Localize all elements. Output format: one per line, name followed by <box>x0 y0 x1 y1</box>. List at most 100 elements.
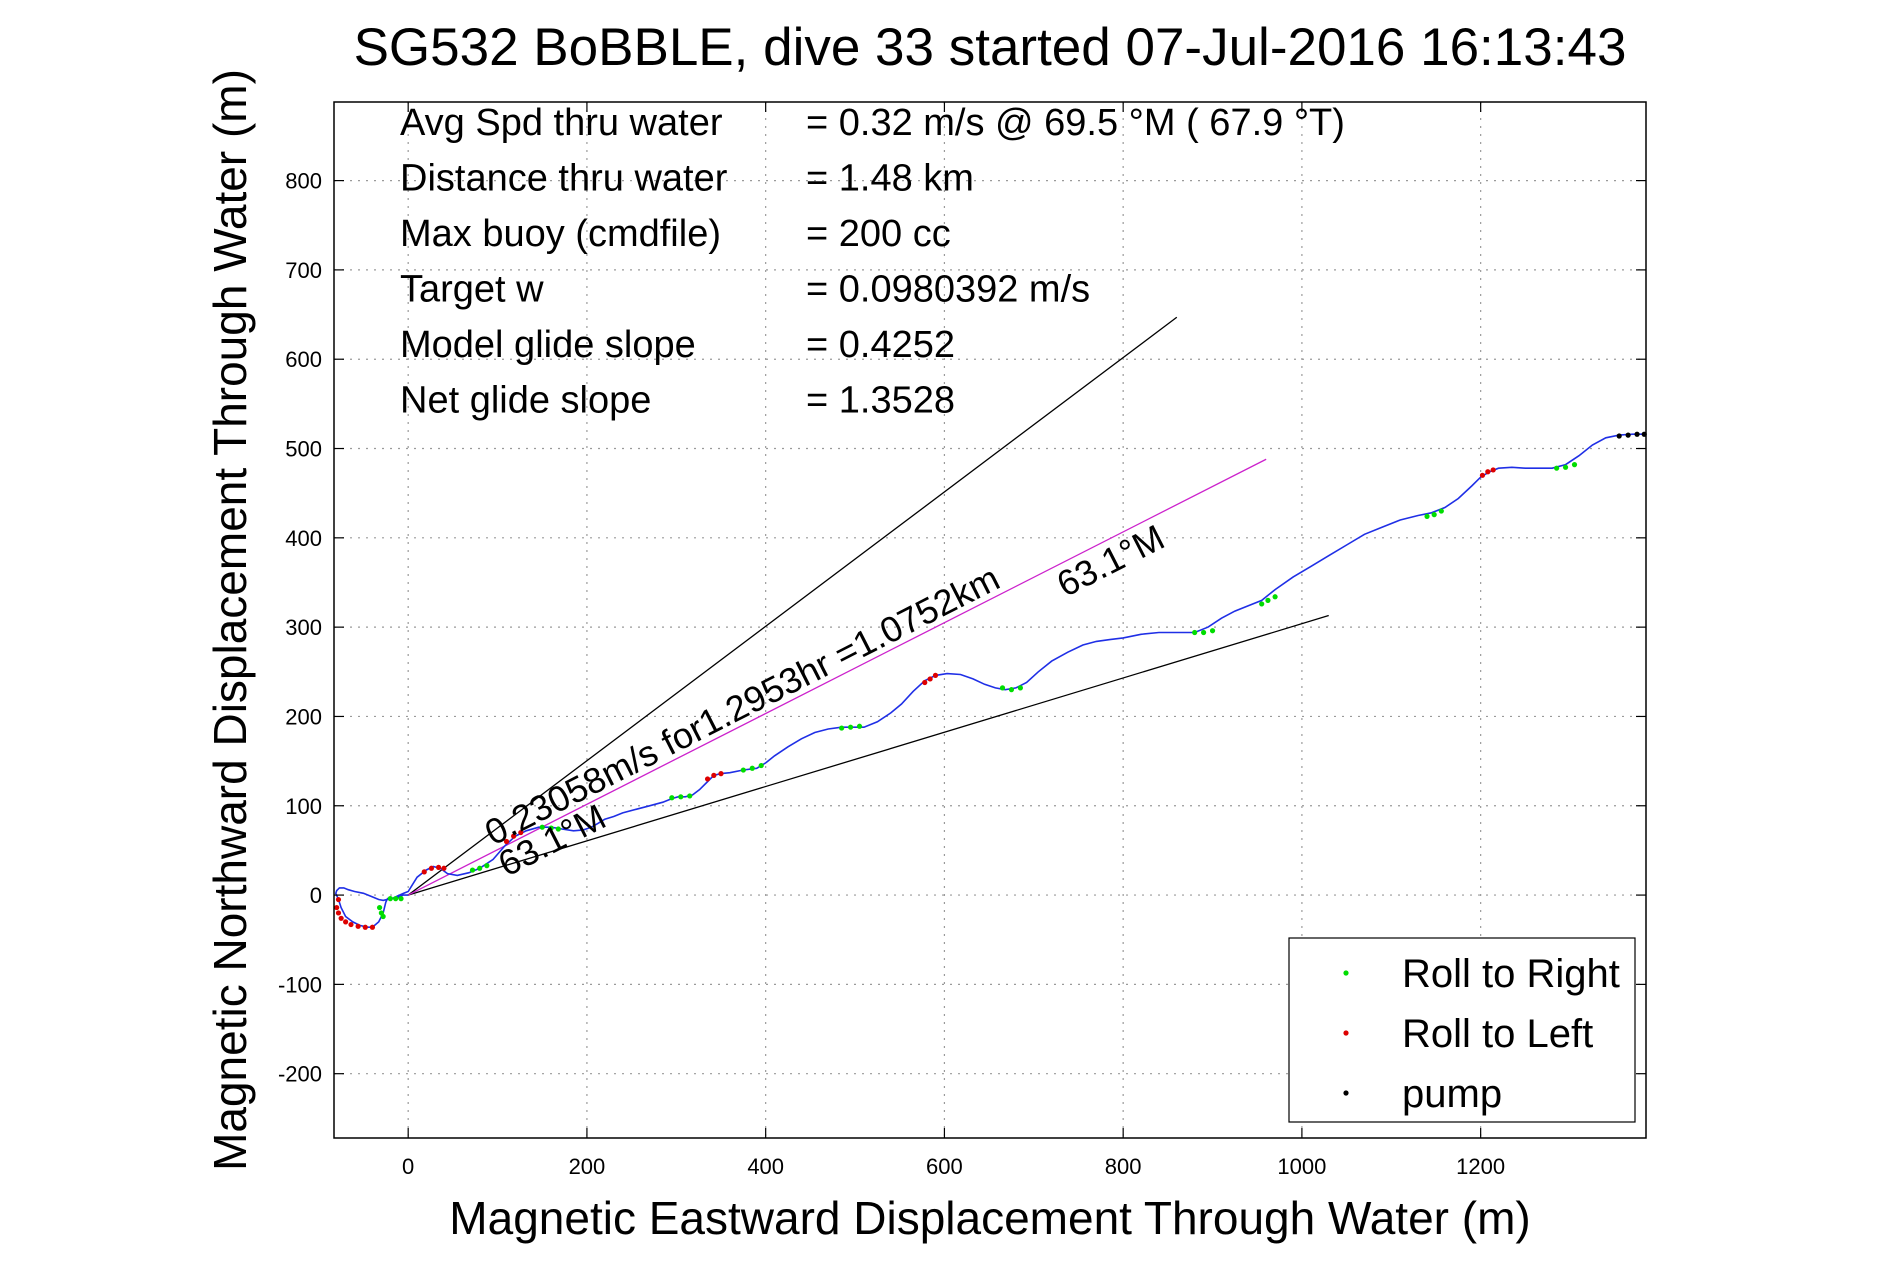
marker-point <box>927 676 933 682</box>
y-tick-label: 400 <box>285 526 322 551</box>
marker-point <box>555 826 561 832</box>
stat-label: Avg Spd thru water <box>400 102 723 144</box>
marker-point <box>669 795 675 801</box>
marker-point <box>1008 687 1015 693</box>
marker-point <box>518 829 524 836</box>
marker-point <box>441 865 447 871</box>
y-tick-label: 200 <box>285 704 322 729</box>
marker-point <box>376 904 383 911</box>
y-tick-label: 300 <box>285 615 322 640</box>
stat-value: = 0.0980392 m/s <box>806 269 1090 311</box>
y-axis-label: Magnetic Northward Displacement Through … <box>204 69 256 1171</box>
track-line <box>334 433 1646 929</box>
marker-point <box>539 824 545 830</box>
marker-point <box>355 923 361 929</box>
legend: Roll to Right Roll to Left pump <box>1288 937 1636 1123</box>
marker-point <box>1634 431 1640 437</box>
marker-point <box>421 869 427 875</box>
marker-point <box>1438 508 1444 514</box>
marker-point <box>1485 469 1491 475</box>
legend-label: pump <box>1402 1072 1502 1116</box>
stat-value: = 200 cc <box>806 213 951 255</box>
marker-point <box>335 910 342 916</box>
stats-block: Avg Spd thru water = 0.32 m/s @ 69.5 °M (… <box>400 102 1345 422</box>
marker-point <box>1431 512 1437 518</box>
marker-point <box>1625 432 1631 438</box>
legend-label: Roll to Left <box>1402 1012 1593 1056</box>
marker-point <box>503 838 510 845</box>
x-tick-label: 600 <box>926 1154 963 1179</box>
marker-point <box>711 772 717 779</box>
stat-label: Max buoy (cmdfile) <box>400 213 721 255</box>
marker-point <box>343 919 349 925</box>
marker-point <box>758 762 764 769</box>
marker-point <box>1571 462 1578 468</box>
marker-point <box>393 896 399 902</box>
marker-point <box>1562 464 1569 470</box>
stat-value: = 0.4252 <box>806 324 955 366</box>
marker-point <box>511 833 517 839</box>
marker-point <box>1479 472 1486 478</box>
marker-point <box>1272 594 1278 600</box>
stat-value: = 1.3528 <box>806 380 955 422</box>
marker-point <box>548 825 554 831</box>
reference-lines <box>407 316 1329 896</box>
marker-point <box>380 913 386 920</box>
chart-title: SG532 BoBBLE, dive 33 started 07-Jul-201… <box>354 18 1627 77</box>
y-tick-label: 700 <box>285 258 322 283</box>
legend-marker <box>1343 1030 1349 1036</box>
y-tick-label: 600 <box>285 347 322 372</box>
y-tick-label: -100 <box>278 972 322 997</box>
marker-point <box>1192 629 1198 636</box>
stat-value: = 1.48 km <box>806 158 974 200</box>
marker-point <box>718 771 724 777</box>
y-tick-label: 100 <box>285 794 322 819</box>
legend-marker <box>1343 1090 1349 1096</box>
marker-point <box>678 794 684 800</box>
x-tick-label: 400 <box>747 1154 784 1179</box>
marker-point <box>335 896 342 903</box>
marker-point <box>999 685 1006 691</box>
x-tick-label: 1000 <box>1277 1154 1326 1179</box>
marker-point <box>1201 629 1207 636</box>
marker-point <box>1265 597 1271 603</box>
marker-point <box>348 921 354 928</box>
marker-point <box>749 765 755 771</box>
stat-value: = 0.32 m/s @ 69.5 °M ( 67.9 °T) <box>806 102 1345 144</box>
marker-point <box>369 924 376 930</box>
marker-point <box>1490 467 1496 473</box>
marker-point <box>1424 513 1430 520</box>
marker-point <box>469 867 476 873</box>
marker-point <box>922 679 928 686</box>
marker-point <box>435 864 442 870</box>
reference-line <box>407 458 1267 896</box>
marker-point <box>839 725 845 731</box>
x-tick-label: 800 <box>1105 1154 1142 1179</box>
y-tick-label: 500 <box>285 437 322 462</box>
marker-point <box>740 767 746 773</box>
marker-point <box>1259 601 1265 607</box>
marker-point <box>484 863 490 869</box>
x-axis-label: Magnetic Eastward Displacement Through W… <box>449 1192 1530 1244</box>
stat-label: Model glide slope <box>400 324 696 366</box>
y-tick-label: -200 <box>278 1062 322 1087</box>
marker-point <box>362 924 368 930</box>
marker-point <box>847 724 854 730</box>
reference-line <box>407 614 1329 896</box>
marker-point <box>1616 433 1622 439</box>
reference-line <box>407 316 1178 896</box>
marker-point <box>428 865 435 871</box>
plot-frame <box>333 101 1647 1139</box>
x-tick-label: 0 <box>402 1154 414 1179</box>
x-tick-label: 1200 <box>1456 1154 1505 1179</box>
marker-point <box>387 896 393 902</box>
marker-point <box>856 723 863 729</box>
stat-label: Distance thru water <box>400 158 728 200</box>
marker-point <box>704 776 711 782</box>
marker-point <box>687 793 693 799</box>
x-tick-label: 200 <box>569 1154 606 1179</box>
marker-point <box>477 865 483 871</box>
legend-marker <box>1343 970 1349 976</box>
marker-point <box>398 896 404 902</box>
